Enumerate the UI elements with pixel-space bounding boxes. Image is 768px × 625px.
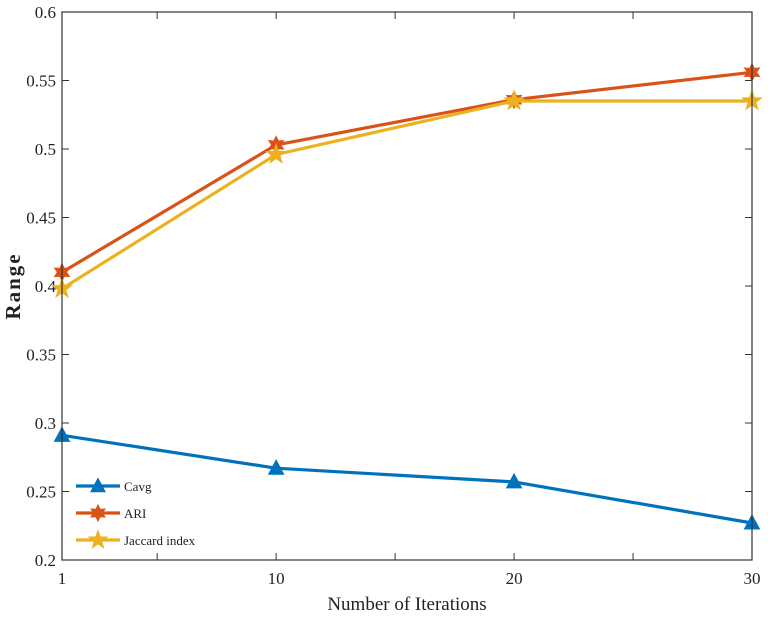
data-point [90,503,106,523]
x-tick-label: 20 [506,569,523,588]
plot-frame [61,11,753,561]
data-point [90,477,106,493]
y-tick-label: 0.5 [35,140,56,159]
legend-item: Jaccard index [76,528,196,549]
y-axis-title: Range [1,252,25,319]
x-axis-title: Number of Iterations [327,594,486,615]
x-tick-label: 30 [744,569,761,588]
legend-item: ARI [76,503,146,523]
series-layer [51,62,763,530]
legend: Cavg ARI Jaccard index [76,477,196,549]
y-tick-label: 0.6 [35,3,56,22]
axis-ticks: 0.2 0.25 0.3 0.35 0.4 0.45 0.5 0.55 0.6 1 10 20 30 [26,3,760,588]
y-tick-label: 0.2 [35,551,56,570]
data-point [265,142,288,164]
y-tick-label: 0.3 [35,414,56,433]
data-point [267,459,285,475]
plot-area [62,12,752,560]
data-point [503,89,526,111]
y-tick-label: 0.35 [26,346,56,365]
y-tick-label: 0.25 [26,483,56,502]
legend-item: Cavg [76,477,152,494]
y-tick-label: 0.4 [35,277,57,296]
series-line [61,433,753,525]
legend-label: Jaccard index [124,533,196,548]
y-tick-label: 0.55 [26,72,56,91]
series-line [61,99,752,291]
data-point [505,472,523,489]
x-tick-label: 10 [268,569,285,588]
y-tick-label: 0.45 [26,209,56,228]
legend-label: Cavg [124,479,152,494]
legend-label: ARI [124,506,146,521]
data-point [87,528,109,549]
x-tick-label: 1 [58,569,67,588]
series-line [61,70,753,274]
